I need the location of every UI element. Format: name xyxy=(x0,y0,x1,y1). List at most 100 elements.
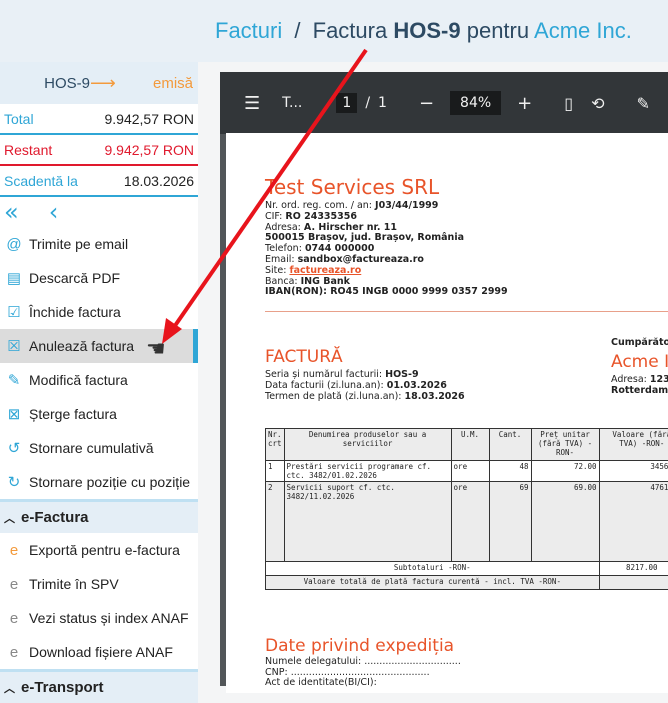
buyer-address: 123 xyxy=(650,374,668,385)
title-mid: pentru xyxy=(467,18,529,43)
date-value: 01.03.2026 xyxy=(387,380,447,391)
series-value: HOS-9 xyxy=(385,369,418,380)
breadcrumb-separator: / xyxy=(294,18,300,43)
term-label: Termen de plată (zi.luna.an): xyxy=(265,391,402,402)
menu-item[interactable]: ☒ Anulează factura xyxy=(0,329,198,363)
cell-value: 3456.00 xyxy=(599,461,668,482)
chevron-up-icon: ︿ xyxy=(4,510,15,526)
menu-item[interactable]: ▤Descarcă PDF xyxy=(0,261,198,295)
buyer-label: Cumpărător xyxy=(611,337,668,348)
series-label: Seria și numărul facturii: xyxy=(265,369,382,380)
cif-label: CIF: xyxy=(265,211,282,222)
site-link[interactable]: factureaza.ro xyxy=(289,265,361,276)
storno-position-icon: ↻ xyxy=(4,472,24,492)
first-page-icon[interactable]: « xyxy=(4,198,19,226)
cell-price: 72.00 xyxy=(531,461,599,482)
menu-item[interactable]: ↻Stornare poziție cu poziție xyxy=(0,465,198,499)
fit-page-icon[interactable]: ▯ xyxy=(564,94,573,113)
chevron-up-icon: ︿ xyxy=(4,680,15,696)
section-efactura[interactable]: ︿e-Factura xyxy=(0,499,198,533)
cell-value: 4761.00 xyxy=(599,482,668,562)
menu-item-label: Anulează factura xyxy=(29,338,134,354)
menu-item[interactable]: ☑Închide factura xyxy=(0,295,198,329)
cell-desc: Servicii suport cf. ctc. 3482/11.02.2026 xyxy=(284,482,451,562)
title-prefix: Factura xyxy=(313,18,388,43)
annotate-icon[interactable]: ✎ xyxy=(636,94,649,113)
edit-invoice-icon: ✎ xyxy=(4,370,24,390)
column-header: Denumirea produselor sau a serviciilor xyxy=(284,429,451,461)
phone-label: Telefon: xyxy=(265,243,302,254)
menu-item[interactable]: ⊠Șterge factura xyxy=(0,397,198,431)
column-header: Preț unitar (fără TVA) -RON- xyxy=(531,429,599,461)
at-icon: @ xyxy=(4,234,24,254)
term-value: 18.03.2026 xyxy=(405,391,465,402)
city-value: 500015 Brașov, jud. Brașov, România xyxy=(265,232,464,243)
menu-item[interactable]: ✎Modifică factura xyxy=(0,363,198,397)
previous-icon[interactable]: ‹ xyxy=(49,198,59,226)
pdf-viewer: ☰ T... 1 / 1 − 84% + ▯ ⟲ ✎ Test Services… xyxy=(220,72,668,686)
total-label: Total xyxy=(4,111,34,127)
restant-label: Restant xyxy=(4,142,52,158)
section-etransport[interactable]: ︿ e-Transport xyxy=(0,669,198,703)
bank-value: ING Bank xyxy=(301,276,350,287)
address-label: Adresa: xyxy=(265,222,301,233)
rotate-icon[interactable]: ⟲ xyxy=(591,94,604,113)
page-number-input[interactable]: 1 xyxy=(336,93,357,113)
cell-qty: 69 xyxy=(489,482,531,562)
shipping-title: Date privind expediția xyxy=(265,636,454,656)
menu-icon[interactable]: ☰ xyxy=(244,93,260,114)
invoice-status-header: HOS-9 ⟶ emisă xyxy=(0,62,198,104)
email-value: sandbox@factureaza.ro xyxy=(298,254,424,265)
total-row: Valoare totală de plată factura curentă … xyxy=(266,576,668,590)
document-type: FACTURĂ xyxy=(265,347,343,367)
subtotal-value: 8217.00 xyxy=(599,562,668,576)
subtotal-row: Subtotaluri -RON-8217.00 xyxy=(266,562,668,576)
pdf-page: Test Services SRL Nr. ord. reg. com. / a… xyxy=(226,133,668,693)
cell-um: ore xyxy=(451,482,489,562)
cif-value: RO 24335356 xyxy=(285,211,357,222)
buyer-info: Cumpărător Acme In Adresa: 123 Rotterdam… xyxy=(611,337,668,396)
site-label: Site: xyxy=(265,265,286,276)
pdf-toolbar: ☰ T... 1 / 1 − 84% + ▯ ⟲ ✎ xyxy=(220,72,668,134)
zoom-out-icon[interactable]: − xyxy=(419,93,434,114)
top-header: Facturi / Factura HOS-9 pentru Acme Inc. xyxy=(0,0,668,62)
company-info: Nr. ord. reg. com. / an: J03/44/1999 CIF… xyxy=(265,201,508,298)
menu-item[interactable]: @Trimite pe email xyxy=(0,227,198,261)
id-document-field: Act de identitate(BI/CI): xyxy=(265,678,461,689)
cell-price: 69.00 xyxy=(531,482,599,562)
column-header: Valoare (fără TVA) -RON- xyxy=(599,429,668,461)
bank-label: Banca: xyxy=(265,276,298,287)
menu-item-label: Stornare cumulativă xyxy=(29,440,154,456)
invoice-info: Seria și numărul facturii: HOS-9 Data fa… xyxy=(265,369,465,402)
total-value xyxy=(599,576,668,590)
invoice-number: HOS-9 xyxy=(5,75,90,92)
zoom-in-icon[interactable]: + xyxy=(517,93,532,114)
phone-value: 0744 000000 xyxy=(305,243,374,254)
cancel-invoice-icon: ☒ xyxy=(4,336,24,356)
delete-icon: ⊠ xyxy=(4,404,24,424)
title-invoice-number: HOS-9 xyxy=(393,18,460,43)
menu-item-label: Trimite în SPV xyxy=(29,576,119,592)
reg-value: J03/44/1999 xyxy=(375,200,438,211)
export-efactura-icon: e xyxy=(4,540,24,560)
breadcrumb-facturi-link[interactable]: Facturi xyxy=(215,18,282,43)
reg-label: Nr. ord. reg. com. / an: xyxy=(265,200,372,211)
zoom-level[interactable]: 84% xyxy=(450,91,501,115)
column-header: U.M. xyxy=(451,429,489,461)
pdf-icon: ▤ xyxy=(4,268,24,288)
section-title: e-Transport xyxy=(21,679,104,696)
client-link[interactable]: Acme Inc. xyxy=(534,18,632,43)
menu-item-label: Vezi status și index ANAF xyxy=(29,610,189,626)
cell-nr: 2 xyxy=(266,482,285,562)
storno-cumulative-icon: ↺ xyxy=(4,438,24,458)
menu-item[interactable]: ↺ Stornare cumulativă xyxy=(0,431,198,465)
